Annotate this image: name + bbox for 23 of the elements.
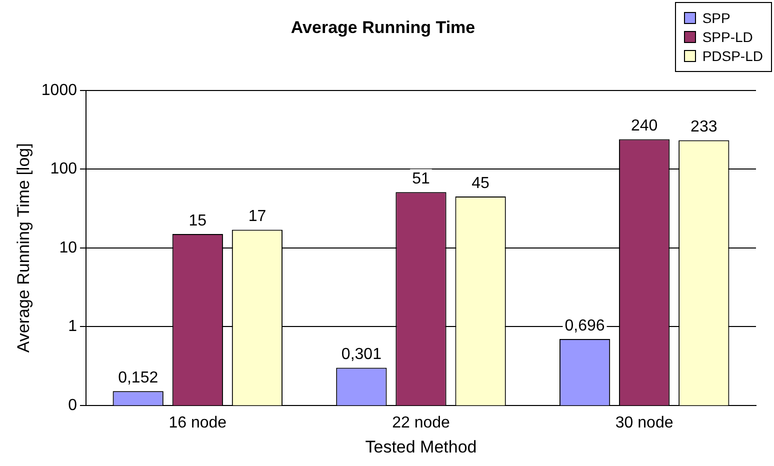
legend-label: SPP <box>702 10 730 26</box>
x-axis-title: Tested Method <box>365 437 477 456</box>
x-tick-label: 16 node <box>168 414 227 432</box>
data-label: 51 <box>412 170 430 188</box>
y-axis-title: Average Running Time [log] <box>14 143 33 353</box>
data-label: 17 <box>248 208 266 226</box>
y-tick-label: 1000 <box>41 82 78 99</box>
data-label: 45 <box>472 174 490 192</box>
x-tick-label: 22 node <box>392 414 450 432</box>
legend-label: PDSP-LD <box>702 48 763 64</box>
x-tick-label: 30 node <box>615 414 674 432</box>
data-label: 0,696 <box>564 317 605 334</box>
data-label: 0,152 <box>118 369 158 386</box>
y-tick-label: 10 <box>59 239 78 256</box>
data-label: 233 <box>690 118 718 136</box>
legend-label: SPP-LD <box>702 29 753 45</box>
y-tick-label: 100 <box>50 160 78 178</box>
y-tick-label: 1 <box>68 318 78 336</box>
chart-title: Average Running Time <box>290 18 476 37</box>
data-label: 0,301 <box>341 346 382 364</box>
data-label: 15 <box>188 212 207 230</box>
data-label: 240 <box>630 118 658 135</box>
y-tick-label: 0 <box>68 396 78 414</box>
